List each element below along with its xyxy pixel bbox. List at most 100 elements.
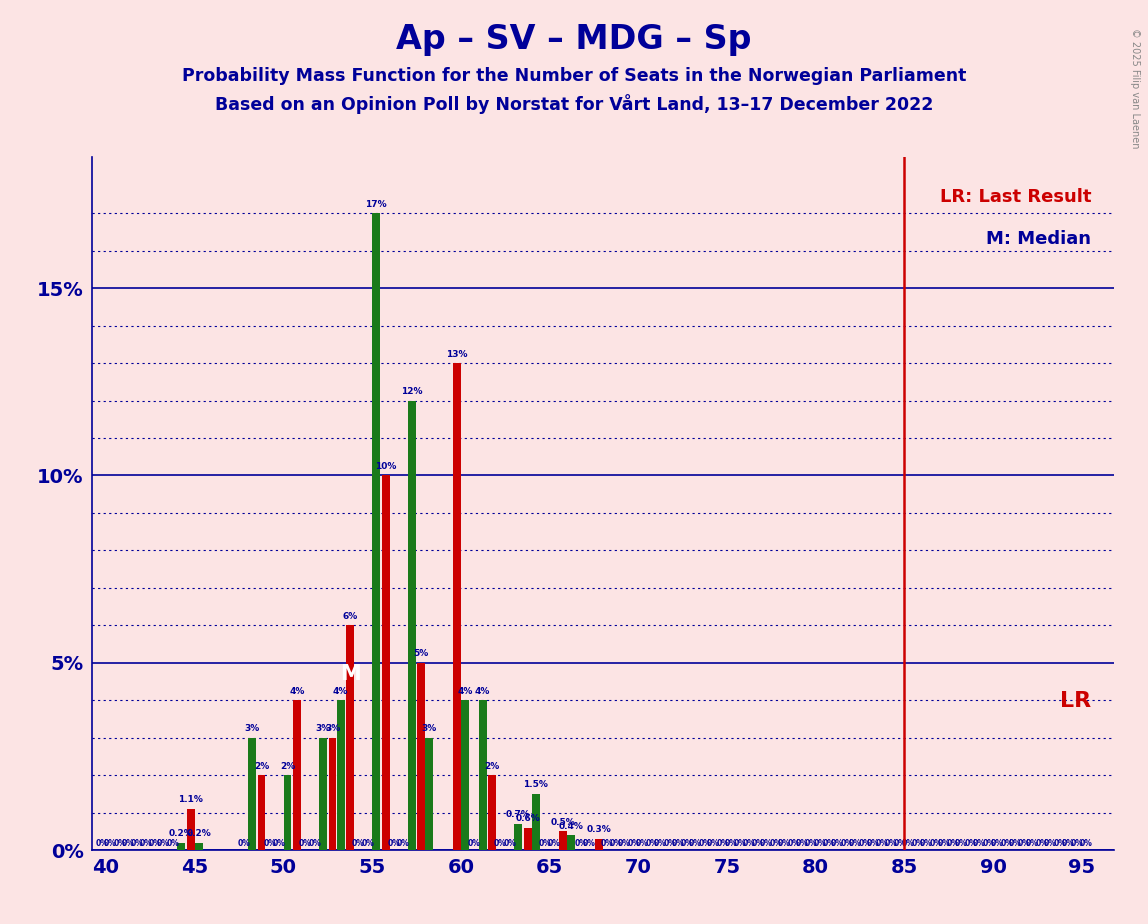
- Text: 6%: 6%: [342, 612, 358, 621]
- Text: 3%: 3%: [421, 724, 437, 734]
- Text: 0%: 0%: [955, 839, 968, 848]
- Text: 0%: 0%: [1035, 839, 1048, 848]
- Text: 0%: 0%: [504, 839, 517, 848]
- Bar: [479, 700, 487, 850]
- Text: 0%: 0%: [805, 839, 817, 848]
- Text: 0%: 0%: [752, 839, 765, 848]
- Text: 0%: 0%: [983, 839, 995, 848]
- Text: 0%: 0%: [840, 839, 853, 848]
- Bar: [426, 737, 433, 850]
- Text: 0%: 0%: [131, 839, 144, 848]
- Text: 0%: 0%: [238, 839, 250, 848]
- Text: 0%: 0%: [114, 839, 126, 848]
- Text: 0.5%: 0.5%: [551, 818, 575, 827]
- Text: 0%: 0%: [582, 839, 596, 848]
- Text: 0%: 0%: [139, 839, 152, 848]
- Text: 5%: 5%: [413, 650, 429, 658]
- Text: 2%: 2%: [280, 761, 295, 771]
- Bar: [319, 737, 327, 850]
- Text: 0%: 0%: [1071, 839, 1084, 848]
- Bar: [248, 737, 256, 850]
- Text: 0%: 0%: [884, 839, 897, 848]
- Text: 10%: 10%: [375, 462, 396, 471]
- Text: 0%: 0%: [352, 839, 365, 848]
- Text: M: M: [340, 664, 360, 684]
- Text: 4%: 4%: [333, 687, 348, 696]
- Bar: [514, 824, 522, 850]
- Bar: [328, 737, 336, 850]
- Text: 0%: 0%: [813, 839, 827, 848]
- Text: 0%: 0%: [95, 839, 108, 848]
- Text: 0%: 0%: [273, 839, 286, 848]
- Text: 0%: 0%: [538, 839, 552, 848]
- Text: 0%: 0%: [743, 839, 755, 848]
- Text: 4%: 4%: [289, 687, 304, 696]
- Text: 0%: 0%: [788, 839, 800, 848]
- Text: 3%: 3%: [316, 724, 331, 734]
- Bar: [461, 700, 468, 850]
- Text: 0%: 0%: [991, 839, 1003, 848]
- Text: 0.4%: 0.4%: [559, 821, 583, 831]
- Text: Probability Mass Function for the Number of Seats in the Norwegian Parliament: Probability Mass Function for the Number…: [181, 67, 967, 84]
- Text: 0%: 0%: [734, 839, 747, 848]
- Text: 0%: 0%: [362, 839, 374, 848]
- Text: 0%: 0%: [760, 839, 773, 848]
- Text: 0%: 0%: [388, 839, 401, 848]
- Text: 0%: 0%: [699, 839, 712, 848]
- Bar: [595, 839, 603, 850]
- Text: 0%: 0%: [548, 839, 560, 848]
- Text: 0%: 0%: [920, 839, 932, 848]
- Bar: [567, 835, 575, 850]
- Text: 3%: 3%: [245, 724, 259, 734]
- Text: 0%: 0%: [894, 839, 907, 848]
- Bar: [408, 401, 416, 850]
- Text: 0%: 0%: [103, 839, 117, 848]
- Bar: [284, 775, 292, 850]
- Text: 0%: 0%: [1000, 839, 1013, 848]
- Bar: [195, 843, 203, 850]
- Text: 2%: 2%: [254, 761, 270, 771]
- Text: 0%: 0%: [574, 839, 588, 848]
- Text: 0%: 0%: [1062, 839, 1075, 848]
- Text: 0%: 0%: [848, 839, 861, 848]
- Text: 0%: 0%: [831, 839, 844, 848]
- Text: 0%: 0%: [157, 839, 170, 848]
- Bar: [382, 476, 389, 850]
- Bar: [177, 843, 185, 850]
- Text: 0%: 0%: [823, 839, 836, 848]
- Text: 2%: 2%: [484, 761, 499, 771]
- Text: 0%: 0%: [600, 839, 613, 848]
- Text: 0%: 0%: [166, 839, 179, 848]
- Bar: [347, 626, 355, 850]
- Text: 4%: 4%: [475, 687, 490, 696]
- Text: 0%: 0%: [1018, 839, 1031, 848]
- Text: 0%: 0%: [610, 839, 623, 848]
- Text: 0%: 0%: [397, 839, 410, 848]
- Text: 0%: 0%: [672, 839, 684, 848]
- Text: 0%: 0%: [309, 839, 321, 848]
- Text: 0%: 0%: [859, 839, 871, 848]
- Bar: [187, 808, 194, 850]
- Text: 0%: 0%: [664, 839, 676, 848]
- Text: 0%: 0%: [1026, 839, 1039, 848]
- Text: 0%: 0%: [618, 839, 631, 848]
- Text: 0%: 0%: [876, 839, 889, 848]
- Text: 0%: 0%: [796, 839, 808, 848]
- Text: 0.2%: 0.2%: [186, 829, 211, 838]
- Text: 13%: 13%: [445, 349, 467, 359]
- Bar: [523, 828, 532, 850]
- Text: 0%: 0%: [628, 839, 641, 848]
- Text: Based on an Opinion Poll by Norstat for Vårt Land, 13–17 December 2022: Based on an Opinion Poll by Norstat for …: [215, 94, 933, 115]
- Text: LR: LR: [1060, 691, 1091, 711]
- Text: 12%: 12%: [401, 387, 422, 396]
- Text: 0%: 0%: [777, 839, 791, 848]
- Text: 0%: 0%: [707, 839, 720, 848]
- Bar: [336, 700, 344, 850]
- Text: 0%: 0%: [912, 839, 924, 848]
- Bar: [257, 775, 265, 850]
- Text: 0%: 0%: [298, 839, 311, 848]
- Text: 0%: 0%: [645, 839, 658, 848]
- Text: Ap – SV – MDG – Sp: Ap – SV – MDG – Sp: [396, 23, 752, 56]
- Bar: [372, 213, 380, 850]
- Bar: [418, 663, 425, 850]
